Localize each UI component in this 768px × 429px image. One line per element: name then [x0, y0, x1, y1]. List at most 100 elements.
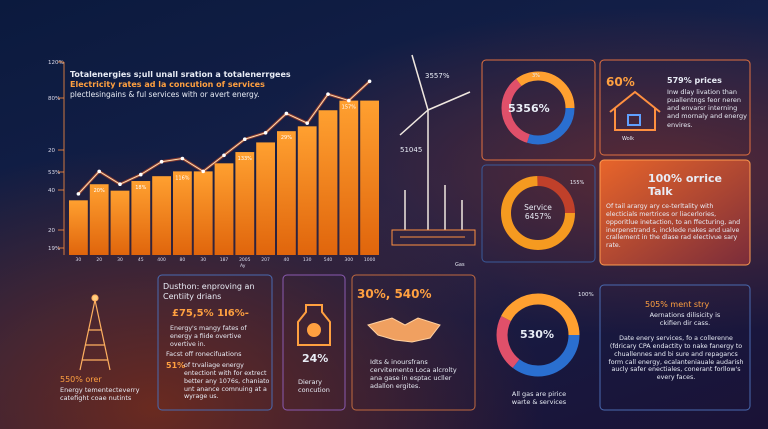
donut-value: 530% — [520, 328, 554, 341]
y-label: 20 — [48, 148, 55, 154]
panel — [351, 274, 476, 411]
x-label: 1000 — [364, 257, 376, 263]
bar-chart: 120% 80% 20 53% 40 20 19% 30 20 30 45 400 80 30 187 200… — [48, 60, 379, 269]
title: 100% orrice — [648, 172, 722, 185]
donut-seg — [496, 293, 580, 377]
title: 505% ment stry — [645, 300, 710, 309]
panel — [481, 164, 596, 263]
panel — [599, 59, 751, 156]
body: Facst off ronecifuations — [166, 350, 242, 358]
x-label: 187 — [220, 257, 229, 263]
header-line: Totalenergies s;ull unall sration a tota… — [70, 70, 291, 79]
donut-value: 5356% — [508, 102, 550, 115]
x-label: 130 — [303, 257, 312, 263]
bar — [318, 110, 338, 255]
bar-label: 133% — [238, 156, 253, 162]
x-label: 45 — [138, 257, 144, 263]
header-line: Electricity rates ad la concution of ser… — [70, 80, 265, 89]
x-note: Ay — [240, 263, 246, 269]
x-label: 540 — [324, 257, 333, 263]
y-label: 19% — [48, 246, 60, 252]
bar — [256, 142, 275, 255]
body: Date enery services, fo a collerenne (fd… — [608, 335, 744, 382]
bar — [152, 176, 171, 255]
panel — [599, 159, 751, 266]
trend-point — [367, 79, 372, 84]
bar — [360, 100, 379, 255]
donut-seg — [501, 176, 575, 250]
x-label: 80 — [180, 257, 186, 263]
x-label: 30 — [117, 257, 123, 263]
body: Energy tementecteverry catefight coae nu… — [60, 386, 140, 403]
x-label: 300 — [345, 257, 354, 263]
bar — [235, 152, 255, 255]
title: Dusthon: enproving an Centiity drians — [163, 282, 255, 301]
subtitle: Talk — [648, 185, 673, 198]
y-label: 20 — [48, 228, 55, 234]
bar — [69, 200, 88, 255]
caption: All gas are pirice warte & services — [511, 390, 567, 407]
bar — [339, 100, 359, 255]
panels — [157, 59, 751, 411]
trend-point — [97, 169, 101, 174]
trend-point — [347, 98, 351, 103]
house-icon — [609, 90, 661, 131]
tower-icon — [79, 294, 111, 371]
x-label: 30 — [76, 257, 82, 263]
trend-point — [263, 130, 268, 135]
big-value: 60% — [606, 75, 635, 89]
bar — [277, 131, 296, 255]
x-label: 30 — [200, 257, 206, 263]
trend-point — [76, 192, 81, 196]
x-label: 2005 — [239, 257, 251, 263]
y-label: 80% — [48, 96, 60, 102]
pct: 51% — [166, 361, 186, 370]
x-label: 207 — [261, 257, 270, 263]
bar — [214, 163, 234, 255]
body: Of tail arargy ary ce-terltality with el… — [606, 203, 741, 250]
donut-bottom — [496, 293, 580, 377]
bar — [110, 190, 130, 255]
title: 30%, 540% — [357, 287, 432, 301]
header-line: plectlesingains & ful services with or a… — [70, 90, 260, 99]
trend-point — [201, 169, 205, 174]
label: 51045 — [400, 146, 423, 154]
trend-point — [118, 182, 122, 187]
x-label: 400 — [157, 257, 166, 263]
y-label: 120% — [48, 60, 64, 66]
body: Idts & inoursfrans cervitemento Loca alc… — [370, 358, 457, 391]
trend-point — [284, 111, 289, 116]
donut-seg — [501, 71, 575, 145]
panel — [282, 274, 346, 411]
donut-small: 3% — [532, 73, 540, 79]
donut-top — [501, 71, 575, 145]
bar-label: 18% — [135, 185, 146, 191]
body: Energy's mangy fates of energy a fiide o… — [170, 325, 247, 348]
sub: Aernations dilisicity is ckifien dir cas… — [649, 311, 721, 328]
y-label: 40 — [48, 188, 55, 194]
trend-point — [222, 153, 226, 158]
figure: £75,5% 1I6%- — [172, 308, 249, 319]
bar — [131, 181, 151, 255]
body: Inw dlay livation than puallentngs feor … — [667, 88, 747, 129]
label: Gas — [455, 262, 465, 268]
value: 24% — [302, 352, 329, 365]
x-label: 20 — [96, 257, 102, 263]
trend-point — [180, 156, 185, 161]
bar — [89, 184, 109, 255]
trend-point — [243, 137, 247, 141]
panel — [481, 59, 596, 161]
bar-label: 157% — [342, 105, 357, 111]
y-label: 53% — [48, 170, 60, 176]
bar-label: 116% — [175, 175, 190, 181]
bar — [193, 171, 213, 255]
panel — [157, 274, 273, 411]
bar-label: 29% — [281, 135, 292, 141]
label: Dierary concution — [298, 378, 330, 395]
label: 3557% — [425, 72, 450, 80]
icon-label: Wolk — [622, 136, 634, 142]
x-label: 40 — [284, 257, 290, 263]
handshake-icon — [367, 317, 441, 343]
